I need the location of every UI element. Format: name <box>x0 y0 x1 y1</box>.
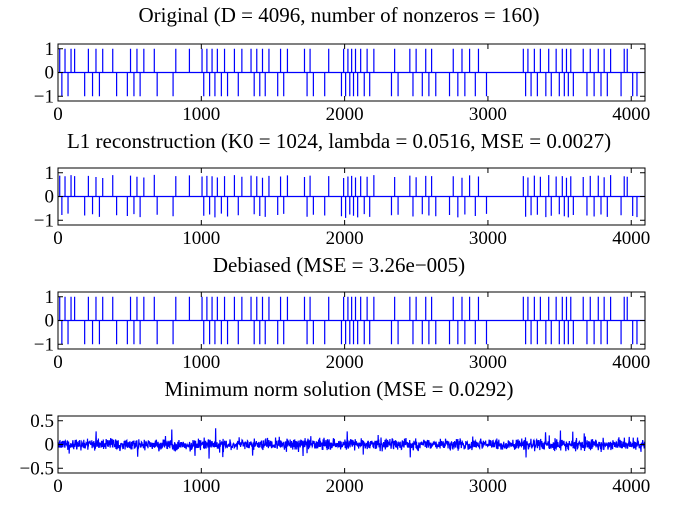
series-trace <box>58 48 645 97</box>
plot-area: 0 1000 2000 3000 4000 −10 1 <box>34 163 650 249</box>
x-tick-label: 1000 <box>182 104 220 125</box>
series-trace <box>58 296 645 345</box>
x-tick-label: 1000 <box>182 476 220 497</box>
x-tick-label: 2000 <box>326 476 364 497</box>
y-tick-label: 0 <box>45 435 55 456</box>
panel-debiased: Debiased (MSE = 3.26e−005) 0 1000 2000 3000… <box>34 253 650 373</box>
x-tick-label: 4000 <box>612 228 650 249</box>
y-tick-label: −1 <box>34 86 54 107</box>
y-tick-label: 1 <box>45 39 55 60</box>
series-trace <box>57 428 646 459</box>
x-tick-label: 0 <box>53 476 63 497</box>
x-tick-label: 3000 <box>469 228 507 249</box>
x-tick-label: 4000 <box>612 104 650 125</box>
y-tick-label: −1 <box>34 210 54 231</box>
y-tick-label: −1 <box>34 334 54 355</box>
y-tick-label: 1 <box>45 163 55 184</box>
x-tick-label: 4000 <box>612 476 650 497</box>
x-tick-label: 3000 <box>469 352 507 373</box>
panel-minimum-norm: Minimum norm solution (MSE = 0.0292) 0 10… <box>20 377 651 497</box>
panel-title: L1 reconstruction (K0 = 1024, lambda = 0… <box>67 129 611 153</box>
x-tick-label: 2000 <box>326 228 364 249</box>
y-tick-label: −0.5 <box>20 458 54 479</box>
x-tick-label: 3000 <box>469 104 507 125</box>
y-tick-label: 0 <box>45 311 55 332</box>
y-tick-label: 0.5 <box>30 411 54 432</box>
plot-area: 0 1000 2000 3000 4000 −0.50 0.5 <box>20 411 651 497</box>
x-tick-label: 4000 <box>612 352 650 373</box>
x-tick-label: 2000 <box>326 104 364 125</box>
plot-area: 0 1000 2000 3000 4000 −10 1 <box>34 287 650 373</box>
x-tick-label: 0 <box>53 104 63 125</box>
y-tick-label: 0 <box>45 63 55 84</box>
y-tick-label: 0 <box>45 187 55 208</box>
x-tick-label: 0 <box>53 352 63 373</box>
panel-l1-reconstruction: L1 reconstruction (K0 = 1024, lambda = 0… <box>34 129 650 249</box>
x-tick-label: 2000 <box>326 352 364 373</box>
series-trace <box>58 174 645 218</box>
x-tick-label: 0 <box>53 228 63 249</box>
x-tick-label: 1000 <box>182 228 220 249</box>
panel-title: Original (D = 4096, number of nonzeros =… <box>138 3 539 27</box>
x-tick-label: 3000 <box>469 476 507 497</box>
panel-title: Minimum norm solution (MSE = 0.0292) <box>164 377 513 401</box>
panel-original: Original (D = 4096, number of nonzeros =… <box>34 3 650 125</box>
x-tick-label: 1000 <box>182 352 220 373</box>
panel-title: Debiased (MSE = 3.26e−005) <box>213 253 465 277</box>
y-tick-label: 1 <box>45 287 55 308</box>
plot-area: 0 1000 2000 3000 4000 −10 1 <box>34 39 650 125</box>
